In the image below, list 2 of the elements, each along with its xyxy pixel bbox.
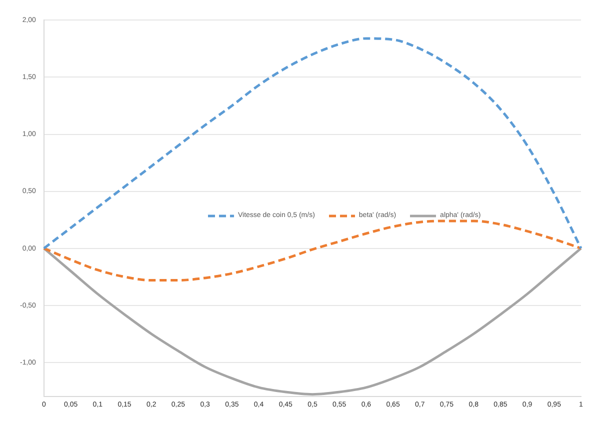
- line-series: [42, 37, 582, 250]
- line-series: [42, 220, 582, 282]
